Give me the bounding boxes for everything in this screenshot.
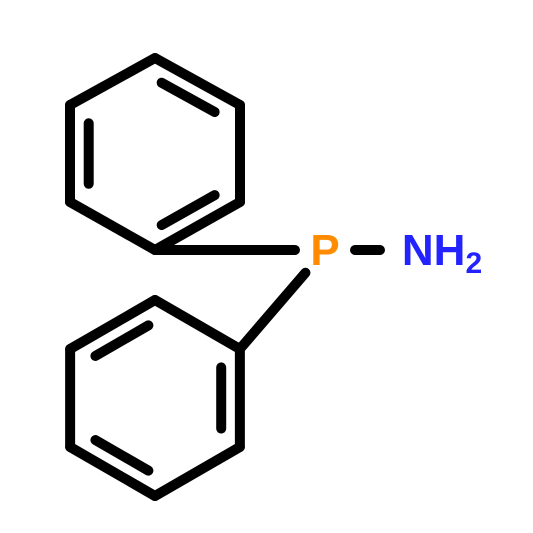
molecule-diagram: PNH2 — [0, 0, 533, 533]
atom-label-P: P — [310, 226, 339, 275]
